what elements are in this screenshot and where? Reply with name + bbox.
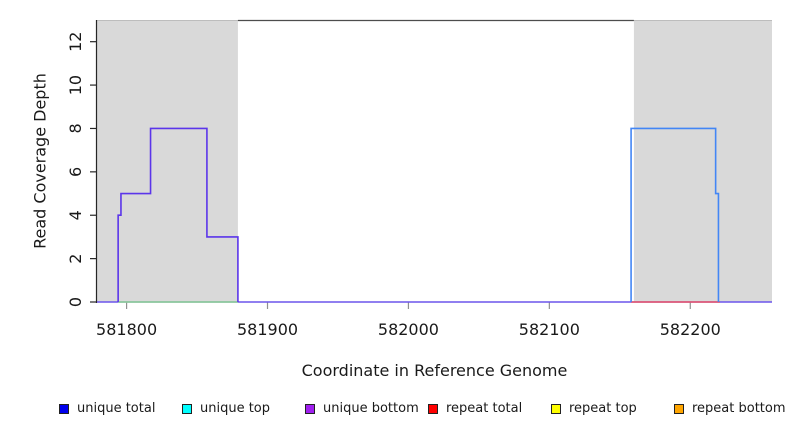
legend-item-repeat-total: repeat total — [428, 401, 522, 416]
legend-label: repeat top — [569, 401, 637, 416]
y-axis-title: Read Coverage Depth — [30, 73, 50, 249]
y-tick-label: 0 — [66, 297, 85, 307]
legend: unique total unique top unique bottom repea… — [0, 401, 792, 421]
y-tick-label: 8 — [66, 123, 85, 133]
legend-item-unique-total: unique total — [59, 401, 155, 416]
x-tick-label: 582000 — [378, 320, 439, 339]
x-tick-label: 582100 — [519, 320, 580, 339]
legend-swatch-icon — [551, 403, 561, 414]
left-highlight-region — [97, 20, 238, 302]
y-tick-label: 10 — [66, 75, 85, 95]
legend-swatch-icon — [305, 403, 315, 414]
legend-label: unique top — [200, 401, 271, 416]
x-tick-label: 582200 — [660, 320, 721, 339]
legend-label: unique total — [77, 401, 156, 416]
y-tick-label: 2 — [66, 254, 85, 264]
legend-item-unique-bottom: unique bottom — [305, 401, 419, 416]
y-tick-label: 4 — [66, 210, 85, 220]
y-tick-label: 6 — [66, 167, 85, 177]
legend-item-unique-top: unique top — [182, 401, 270, 416]
right-highlight-region — [633, 20, 772, 302]
plot-area: 0 2 4 6 8 10 12 581800 581900 582000 582100 582200 — [66, 19, 772, 339]
legend-swatch-icon — [428, 403, 438, 414]
x-tick-label: 581900 — [237, 320, 298, 339]
unique-bottom-step-line — [117, 127, 239, 302]
legend-item-repeat-top: repeat top — [551, 401, 637, 416]
unique-total-step-line — [630, 127, 720, 302]
legend-label: repeat total — [446, 401, 523, 416]
legend-label: unique bottom — [323, 401, 419, 416]
legend-item-repeat-bottom: repeat bottom — [674, 401, 786, 416]
x-tick-label: 581800 — [96, 320, 157, 339]
legend-swatch-icon — [59, 403, 69, 414]
y-tick-label: 12 — [66, 32, 85, 52]
legend-swatch-icon — [674, 403, 684, 414]
legend-label: repeat bottom — [692, 401, 786, 416]
x-axis-title: Coordinate in Reference Genome — [301, 361, 568, 380]
legend-swatch-icon — [182, 403, 192, 414]
